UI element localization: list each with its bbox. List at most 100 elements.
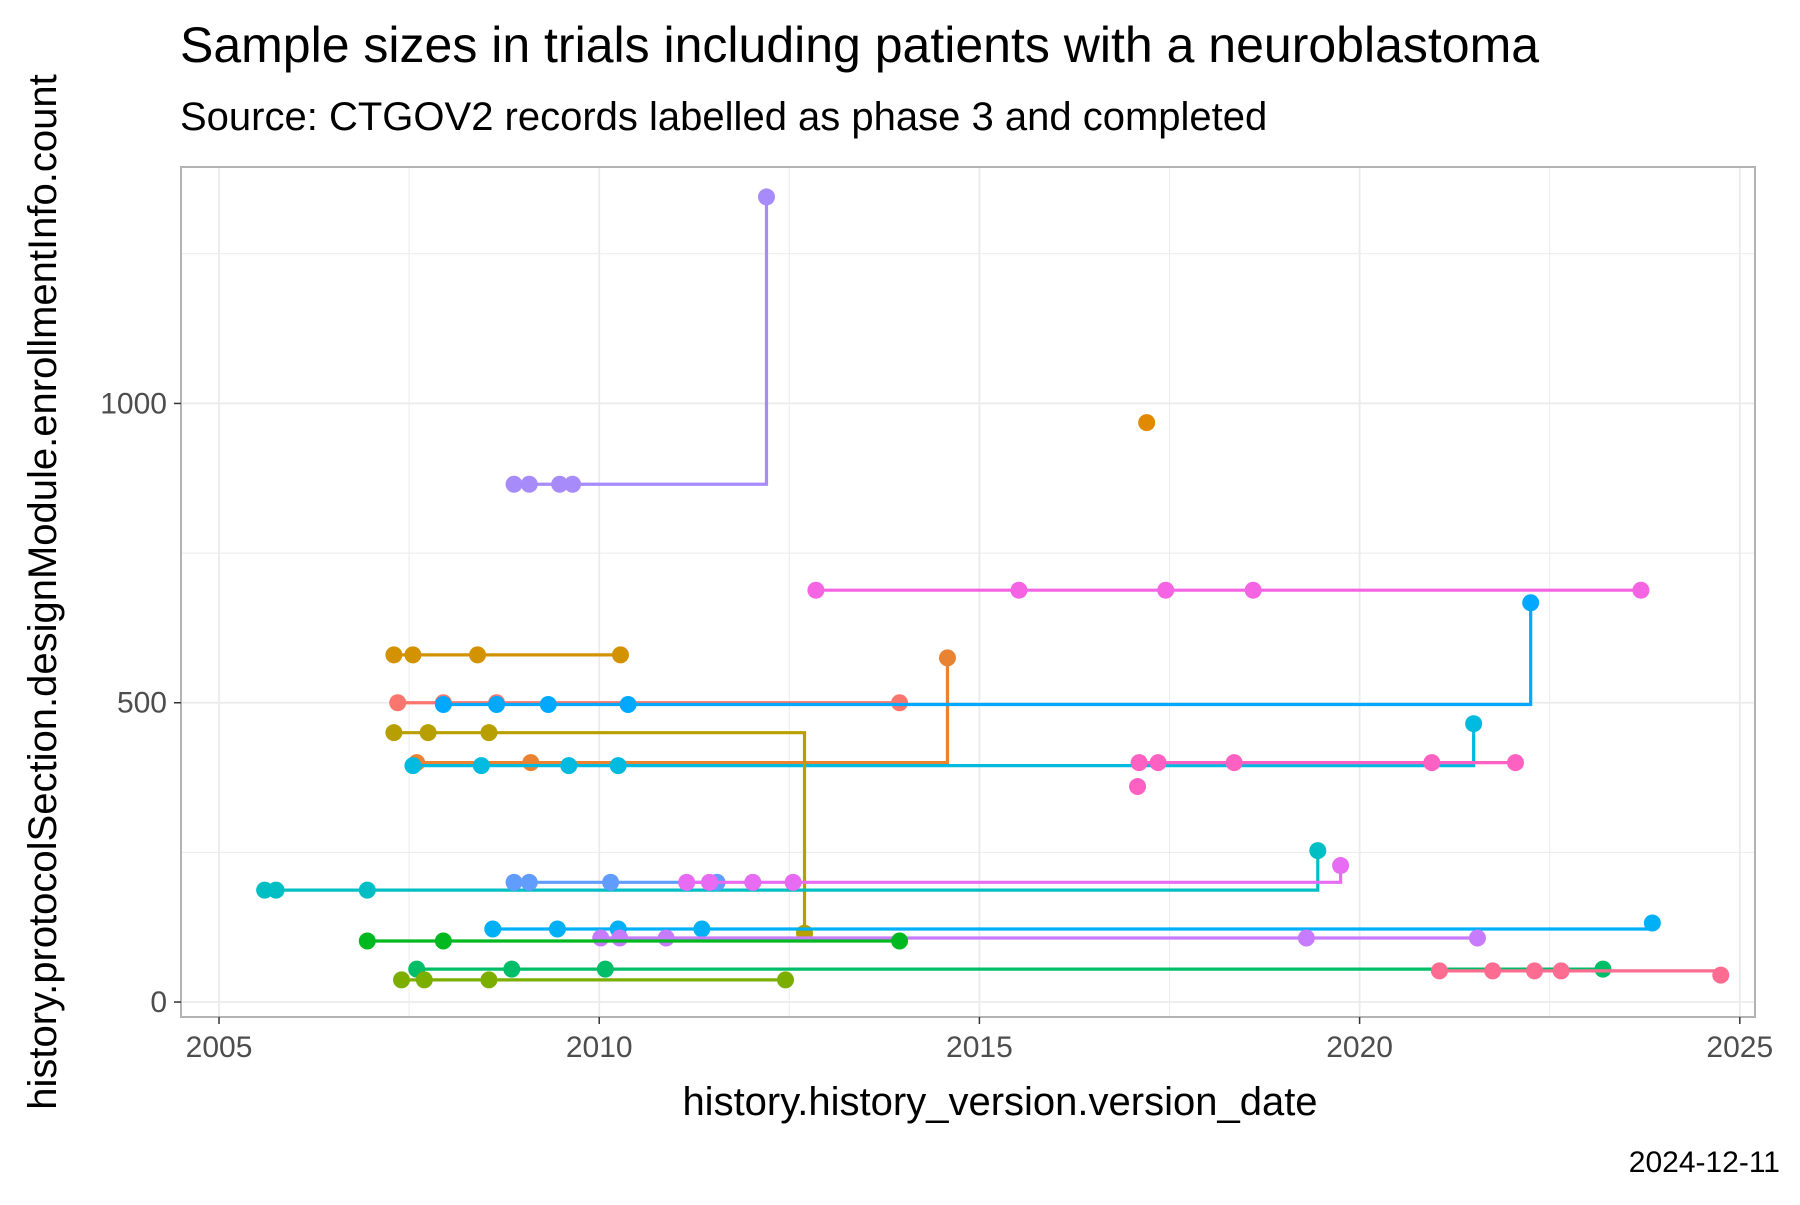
data-point <box>596 960 614 978</box>
series-16 <box>358 932 909 950</box>
data-point <box>419 724 437 742</box>
data-point <box>539 696 557 714</box>
data-point <box>1632 581 1650 599</box>
series-4 <box>434 594 1540 714</box>
data-point <box>503 960 521 978</box>
data-point <box>619 696 637 714</box>
x-tick-label: 2025 <box>1706 1031 1773 1064</box>
x-tick-label: 2010 <box>566 1031 633 1064</box>
data-point <box>385 724 403 742</box>
data-point <box>938 649 956 667</box>
series-17 <box>408 960 1612 978</box>
data-point <box>472 757 490 775</box>
data-point <box>520 475 538 493</box>
data-point <box>784 873 802 891</box>
y-axis-label: history.protocolSection.designModule.enr… <box>21 74 65 1109</box>
data-point <box>548 920 566 938</box>
series-15 <box>592 929 1486 947</box>
x-axis-label: history.history_version.version_date <box>682 1080 1317 1124</box>
data-point <box>434 932 452 950</box>
data-point <box>1309 842 1327 860</box>
data-point <box>1484 962 1502 980</box>
data-point <box>602 873 620 891</box>
data-point <box>757 188 775 206</box>
series-18 <box>1430 962 1730 984</box>
data-point <box>1465 715 1483 733</box>
data-point <box>657 929 675 947</box>
data-point <box>1130 754 1148 772</box>
data-point <box>744 873 762 891</box>
series-3 <box>389 694 909 712</box>
data-point <box>1643 914 1661 932</box>
data-point <box>560 757 578 775</box>
data-point <box>592 929 610 947</box>
data-point <box>393 971 411 989</box>
data-point <box>807 581 825 599</box>
data-point <box>404 757 422 775</box>
data-point <box>1149 754 1167 772</box>
series-line <box>514 196 769 486</box>
data-point <box>389 694 407 712</box>
data-point <box>520 873 538 891</box>
data-point <box>551 475 569 493</box>
chart-subtitle: Source: CTGOV2 records labelled as phase… <box>180 95 1267 139</box>
series-line <box>492 923 1654 931</box>
series-10 <box>807 581 1650 599</box>
series-8 <box>256 842 1327 899</box>
data-point <box>1129 778 1147 796</box>
data-point <box>484 920 502 938</box>
series-13 <box>678 857 1350 891</box>
data-point <box>1010 581 1028 599</box>
data-point <box>1522 594 1540 612</box>
data-point <box>480 724 498 742</box>
data-point <box>1297 929 1315 947</box>
axis-ticks: 2005 2010 2015 2020 2025 0 500 1000 <box>100 387 1773 1064</box>
data-point <box>609 757 627 775</box>
series-20 <box>1138 414 1156 432</box>
data-point <box>469 646 487 664</box>
data-point <box>1594 960 1612 978</box>
data-point <box>434 696 452 714</box>
series-5 <box>404 715 1483 775</box>
x-tick-label: 2020 <box>1326 1031 1393 1064</box>
data-point <box>267 881 285 899</box>
data-point <box>505 475 523 493</box>
data-point <box>777 971 795 989</box>
data-point <box>1712 966 1730 984</box>
data-point <box>358 881 376 899</box>
data-point <box>505 873 523 891</box>
data-point <box>1138 414 1156 432</box>
data-point <box>1332 857 1350 875</box>
y-tick-label: 0 <box>150 986 167 1019</box>
data-point <box>678 873 696 891</box>
data-point <box>385 646 403 664</box>
data-point <box>1506 754 1524 772</box>
data-point <box>1244 581 1262 599</box>
x-tick-label: 2015 <box>946 1031 1013 1064</box>
data-point <box>891 932 909 950</box>
series-12 <box>1129 778 1147 796</box>
series-line <box>1439 969 1723 976</box>
x-tick-label: 2005 <box>186 1031 253 1064</box>
data-point <box>415 971 433 989</box>
data-point <box>480 971 498 989</box>
series-11 <box>1130 754 1524 772</box>
chart-title: Sample sizes in trials including patient… <box>180 17 1539 73</box>
series-1 <box>505 188 775 493</box>
data-point <box>1552 962 1570 980</box>
data-point <box>1468 929 1486 947</box>
series-line <box>412 723 1476 768</box>
caption: 2024-12-11 <box>1629 1146 1780 1179</box>
data-point <box>1430 962 1448 980</box>
y-tick-label: 500 <box>117 687 167 720</box>
data-point <box>611 929 629 947</box>
series-19 <box>393 971 795 989</box>
series-line <box>686 865 1343 884</box>
series-6 <box>385 646 630 664</box>
data-point <box>1225 754 1243 772</box>
plot-panel-border <box>180 166 1756 1018</box>
data-point <box>700 873 718 891</box>
data-point <box>404 646 422 664</box>
